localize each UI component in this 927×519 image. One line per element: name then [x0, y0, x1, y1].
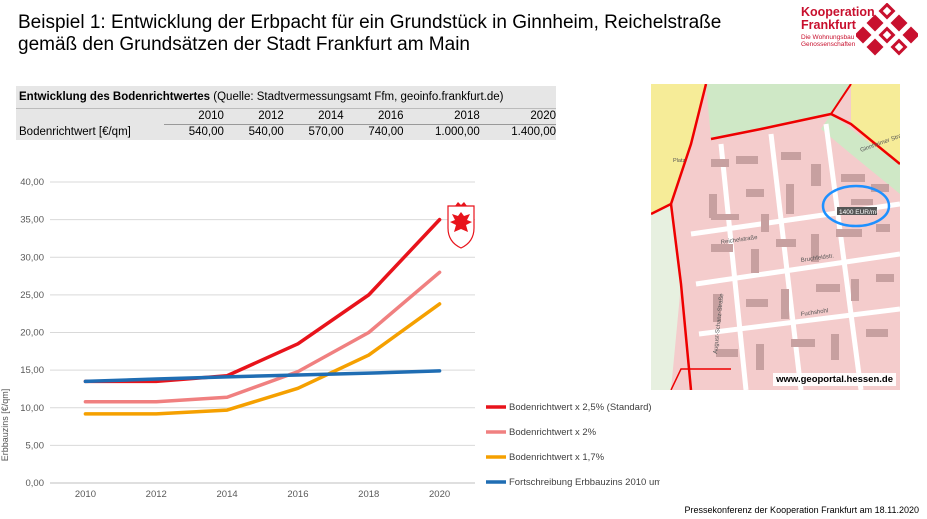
- map-image: 1400 EUR/m² Reichelstraße Bruchfeldstr. …: [651, 84, 900, 390]
- x-tick-label: 2018: [358, 489, 379, 500]
- map-street-label: Platz: [673, 158, 685, 164]
- y-tick-label: 25,00: [20, 290, 44, 301]
- table-heading: Entwicklung des Bodenrichtwertes (Quelle…: [16, 86, 556, 109]
- erbbauzins-line-chart: 0,00 5,00 10,00 15,00 20,00 25,00 30,00 35,00 40…: [0, 177, 660, 500]
- series-line-4: [83, 369, 442, 384]
- series-line-2: [83, 270, 442, 404]
- series-line-3: [83, 302, 442, 416]
- y-tick-label: 0,00: [26, 478, 45, 489]
- table-value: 570,00: [308, 126, 344, 138]
- series-line-1: [83, 217, 442, 384]
- table-year-row: 2010 2012 2014 2016 2018 2020: [16, 109, 556, 125]
- table-value-row: Bodenrichtwert [€/qm] 540,00 540,00 570,…: [16, 125, 556, 141]
- legend-label: Bodenrichtwert x 2,5% (Standard): [509, 402, 652, 413]
- y-tick-label: 20,00: [20, 328, 44, 339]
- slide-title: Beispiel 1: Entwicklung der Erbpacht für…: [18, 12, 778, 56]
- logo-line-4: Genossenschaften: [801, 41, 856, 48]
- title-line-2: gemäß den Grundsätzen der Stadt Frankfur…: [18, 34, 470, 55]
- x-tick-label: 2012: [146, 489, 167, 500]
- table-value: 540,00: [188, 126, 224, 138]
- footer-text: Pressekonferenz der Kooperation Frankfur…: [684, 505, 919, 515]
- map-street-label: Bruchfeldstr.: [800, 253, 834, 264]
- table-value: 740,00: [368, 126, 404, 138]
- table-value: 1.000,00: [434, 126, 480, 138]
- table-heading-bold: Entwicklung des Bodenrichtwertes: [19, 91, 211, 103]
- logo-line-3: Die Wohnungsbau: [801, 34, 855, 41]
- table-value: 1.400,00: [511, 126, 556, 138]
- legend-label: Bodenrichtwert x 1,7%: [509, 452, 605, 463]
- y-tick-label: 15,00: [20, 365, 44, 376]
- table-row-label: Bodenrichtwert [€/qm]: [19, 125, 131, 138]
- logo-line-1: Kooperation: [801, 5, 875, 19]
- table-year: 2018: [403, 109, 480, 125]
- table-year: 2014: [283, 109, 344, 125]
- legend-label: Bodenrichtwert x 2%: [509, 427, 597, 438]
- geoportal-map[interactable]: 1400 EUR/m² Reichelstraße Bruchfeldstr. …: [651, 84, 900, 390]
- map-marker-label: 1400 EUR/m²: [839, 209, 879, 216]
- y-tick-label: 30,00: [20, 252, 44, 263]
- x-tick-label: 2020: [429, 489, 450, 500]
- map-credit: www.geoportal.hessen.de: [773, 373, 896, 386]
- table-values: 2010 2012 2014 2016 2018 2020 Bodenricht…: [16, 109, 556, 140]
- table-year: 2012: [223, 109, 284, 125]
- x-tick-label: 2014: [217, 489, 238, 500]
- frankfurt-eagle-icon: [447, 202, 475, 249]
- y-tick-label: 5,00: [26, 440, 45, 451]
- table-year: 2016: [343, 109, 404, 125]
- table-value: 540,00: [248, 126, 284, 138]
- table-year: 2010: [164, 109, 224, 125]
- bodenrichtwert-table: Entwicklung des Bodenrichtwertes (Quelle…: [16, 86, 556, 140]
- y-tick-label: 35,00: [20, 215, 44, 226]
- table-heading-source: (Quelle: Stadtvermessungsamt Ffm, geoinf…: [210, 91, 504, 103]
- table-year: 2020: [479, 109, 556, 125]
- y-axis-label: Erbbauzins [€/qm]: [0, 389, 10, 462]
- logo-mark-icon: [856, 3, 918, 56]
- legend-label: Fortschreibung Erbbauzins 2010 um 2% p.a…: [509, 477, 660, 488]
- y-tick-label: 10,00: [20, 403, 44, 414]
- x-tick-label: 2016: [287, 489, 308, 500]
- map-street-label: Fuchshohl: [800, 308, 828, 318]
- y-tick-label: 40,00: [20, 177, 44, 188]
- x-tick-label: 2010: [75, 489, 96, 500]
- logo-line-2: Frankfurt: [801, 18, 856, 32]
- map-street-label: Reichelstraße: [720, 235, 758, 246]
- title-line-1: Beispiel 1: Entwicklung der Erbpacht für…: [18, 12, 722, 33]
- kooperation-frankfurt-logo: Kooperation Frankfurt Die Wohnungsbau Ge…: [798, 3, 920, 61]
